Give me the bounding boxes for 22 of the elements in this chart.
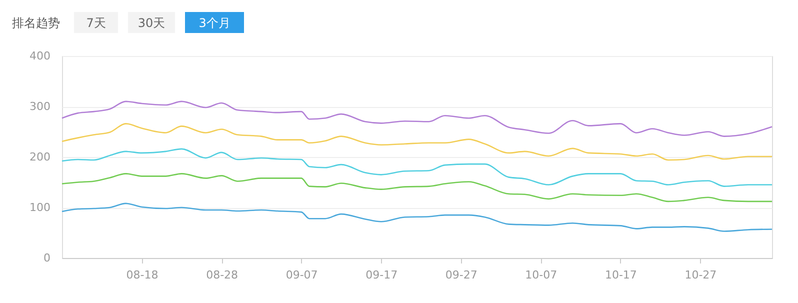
chart-title: 排名趋势 xyxy=(12,16,60,30)
y-tick-label: 200 xyxy=(30,150,50,164)
line-series xyxy=(61,173,773,202)
text: 30天 xyxy=(138,16,166,30)
text: 7天 xyxy=(86,16,106,30)
x-tick-label: 08-18 xyxy=(126,268,158,282)
line-series xyxy=(61,100,773,137)
x-tick-label: 10-27 xyxy=(684,268,717,282)
y-tick-label: 100 xyxy=(30,201,50,214)
x-tick-label: 09-07 xyxy=(286,268,318,282)
line-series xyxy=(61,148,773,187)
line-series xyxy=(61,123,773,161)
x-tick-label: 09-17 xyxy=(366,268,398,282)
y-tick-label: 300 xyxy=(30,100,50,113)
x-tick-label: 09-27 xyxy=(445,268,478,282)
x-tick-label: 08-28 xyxy=(206,268,238,282)
y-tick-label: 0 xyxy=(44,252,50,264)
text: 3个月 xyxy=(198,16,230,30)
line-series xyxy=(61,202,773,232)
x-tick-label: 10-07 xyxy=(525,268,558,282)
x-tick-label: 10-17 xyxy=(604,268,637,282)
y-tick-label: 400 xyxy=(30,50,50,62)
